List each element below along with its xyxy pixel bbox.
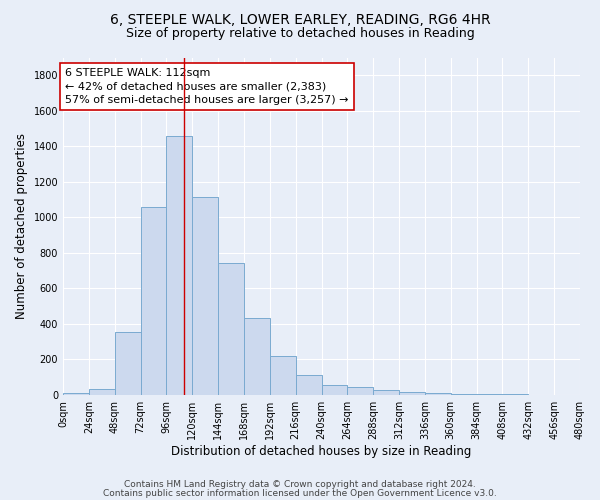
Bar [192,197,218,395]
Bar [166,136,192,395]
Bar [322,385,347,395]
Bar [476,394,502,395]
Bar [347,387,373,395]
Text: 6, STEEPLE WALK, LOWER EARLEY, READING, RG6 4HR: 6, STEEPLE WALK, LOWER EARLEY, READING, … [110,12,490,26]
X-axis label: Distribution of detached houses by size in Reading: Distribution of detached houses by size … [172,444,472,458]
Text: Size of property relative to detached houses in Reading: Size of property relative to detached ho… [125,28,475,40]
Text: Contains HM Land Registry data © Crown copyright and database right 2024.: Contains HM Land Registry data © Crown c… [124,480,476,489]
Text: Contains public sector information licensed under the Open Government Licence v3: Contains public sector information licen… [103,488,497,498]
Bar [89,388,115,395]
Bar [296,376,322,395]
Bar [244,318,270,395]
Text: 6 STEEPLE WALK: 112sqm
← 42% of detached houses are smaller (2,383)
57% of semi-: 6 STEEPLE WALK: 112sqm ← 42% of detached… [65,68,349,104]
Bar [451,394,476,395]
Bar [270,356,296,395]
Bar [425,393,451,395]
Bar [63,393,89,395]
Bar [218,262,244,395]
Y-axis label: Number of detached properties: Number of detached properties [15,133,28,319]
Bar [140,206,166,395]
Bar [399,392,425,395]
Bar [115,332,140,395]
Bar [373,390,399,395]
